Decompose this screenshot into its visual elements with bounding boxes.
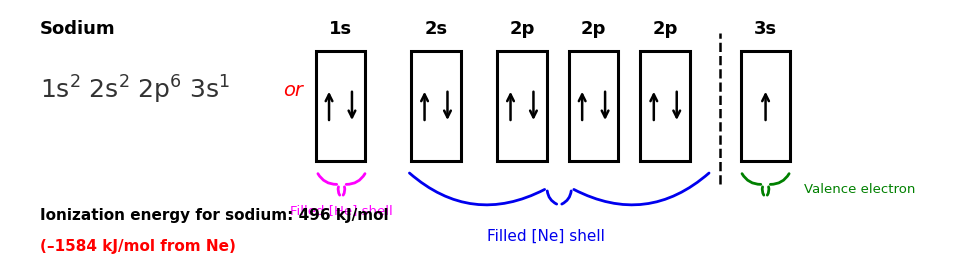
- Bar: [641, 51, 690, 161]
- Bar: [741, 51, 790, 161]
- Text: Filled [He] shell: Filled [He] shell: [290, 204, 393, 217]
- Text: 1s$^2$ 2s$^2$ 2p$^6$ 3s$^1$: 1s$^2$ 2s$^2$ 2p$^6$ 3s$^1$: [39, 74, 230, 106]
- Bar: [411, 51, 461, 161]
- Text: (–1584 kJ/mol from Ne): (–1584 kJ/mol from Ne): [39, 239, 236, 254]
- Text: 2p: 2p: [510, 20, 535, 38]
- Text: 2s: 2s: [424, 20, 447, 38]
- Text: Filled [Ne] shell: Filled [Ne] shell: [487, 229, 604, 244]
- Bar: [569, 51, 619, 161]
- Bar: [497, 51, 547, 161]
- Text: Valence electron: Valence electron: [804, 183, 915, 196]
- Text: 3s: 3s: [754, 20, 777, 38]
- Text: Ionization energy for sodium: 496 kJ/mol: Ionization energy for sodium: 496 kJ/mol: [39, 208, 388, 223]
- Bar: [315, 51, 365, 161]
- Text: 2p: 2p: [581, 20, 606, 38]
- Text: or: or: [284, 81, 303, 100]
- Text: 1s: 1s: [329, 20, 352, 38]
- Text: 2p: 2p: [652, 20, 678, 38]
- Text: Sodium: Sodium: [39, 20, 115, 38]
